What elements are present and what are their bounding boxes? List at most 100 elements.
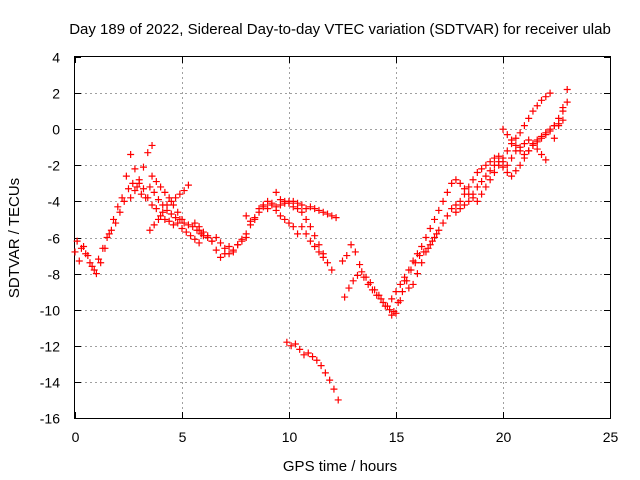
data-point bbox=[386, 306, 394, 314]
data-point bbox=[204, 234, 212, 241]
data-point bbox=[285, 219, 293, 227]
data-point bbox=[478, 178, 486, 186]
data-point bbox=[306, 203, 314, 211]
data-point bbox=[482, 172, 490, 180]
x-tick-label: 10 bbox=[282, 429, 298, 445]
data-point bbox=[334, 396, 342, 404]
data-point bbox=[169, 201, 177, 209]
data-point bbox=[146, 183, 154, 191]
data-point bbox=[426, 224, 434, 232]
data-point bbox=[499, 125, 507, 133]
data-point bbox=[431, 234, 439, 241]
data-point bbox=[302, 215, 310, 223]
data-point bbox=[180, 187, 188, 195]
data-point bbox=[225, 243, 233, 251]
data-point bbox=[157, 212, 165, 220]
data-point bbox=[195, 239, 203, 247]
data-point bbox=[139, 185, 147, 193]
data-point bbox=[298, 223, 306, 231]
data-point bbox=[448, 179, 456, 187]
data-point bbox=[512, 167, 520, 175]
y-tick-label: 4 bbox=[52, 50, 60, 66]
data-point bbox=[148, 141, 156, 149]
data-point bbox=[439, 219, 447, 227]
data-point bbox=[163, 201, 171, 209]
data-point bbox=[311, 243, 319, 251]
data-point bbox=[508, 154, 516, 162]
data-point bbox=[563, 98, 571, 106]
data-series bbox=[71, 85, 571, 404]
y-tick-label: -16 bbox=[40, 411, 60, 427]
data-point bbox=[460, 201, 468, 209]
data-point bbox=[174, 219, 182, 227]
data-point bbox=[456, 197, 464, 205]
data-point bbox=[276, 196, 284, 204]
data-point bbox=[508, 172, 516, 180]
data-point bbox=[264, 205, 272, 213]
data-point bbox=[187, 232, 195, 240]
data-point bbox=[148, 172, 156, 180]
plot-frame bbox=[74, 56, 611, 419]
data-point bbox=[90, 266, 98, 274]
data-point bbox=[135, 179, 143, 187]
data-point bbox=[148, 201, 156, 209]
series-arc-3 bbox=[127, 179, 203, 247]
data-point bbox=[321, 369, 329, 377]
data-point bbox=[229, 246, 237, 254]
data-point bbox=[388, 295, 396, 303]
data-point bbox=[118, 194, 126, 202]
data-point bbox=[452, 176, 460, 184]
data-point bbox=[298, 201, 306, 209]
series-arc-13 bbox=[341, 268, 404, 319]
data-point bbox=[426, 241, 434, 249]
data-point bbox=[392, 309, 400, 317]
data-point bbox=[234, 241, 242, 249]
data-point bbox=[328, 266, 336, 274]
data-point bbox=[167, 210, 175, 218]
data-point bbox=[131, 165, 139, 173]
data-point bbox=[217, 253, 225, 261]
data-point bbox=[317, 362, 325, 370]
data-point bbox=[264, 197, 272, 205]
data-point bbox=[512, 141, 520, 149]
data-point bbox=[306, 223, 314, 231]
data-point bbox=[294, 199, 302, 207]
data-point bbox=[97, 259, 105, 267]
data-point bbox=[302, 230, 310, 238]
data-point bbox=[538, 96, 546, 104]
data-point bbox=[433, 230, 441, 238]
data-point bbox=[300, 351, 308, 359]
data-point bbox=[315, 248, 323, 256]
data-point bbox=[486, 176, 494, 184]
data-point bbox=[289, 197, 297, 205]
y-tick-label: -6 bbox=[48, 231, 61, 247]
x-tick-labels: 0 5 10 15 20 25 bbox=[72, 429, 619, 445]
data-point bbox=[525, 136, 533, 144]
data-point bbox=[191, 219, 199, 227]
data-point bbox=[435, 206, 443, 214]
x-tick-label: 20 bbox=[496, 429, 512, 445]
data-point bbox=[107, 226, 115, 234]
data-point bbox=[409, 257, 417, 265]
x-tick-label: 25 bbox=[603, 429, 619, 445]
data-point bbox=[178, 215, 186, 223]
data-point bbox=[353, 271, 361, 279]
data-point bbox=[304, 349, 312, 357]
data-point bbox=[424, 244, 432, 252]
data-point bbox=[150, 221, 158, 229]
data-point bbox=[150, 188, 158, 196]
data-point bbox=[422, 234, 430, 241]
data-point bbox=[306, 237, 314, 245]
data-point bbox=[533, 102, 541, 110]
x-tick-label: 15 bbox=[389, 429, 405, 445]
data-point bbox=[289, 223, 297, 231]
data-point bbox=[146, 226, 154, 234]
data-point bbox=[503, 161, 511, 169]
data-point bbox=[405, 284, 413, 292]
data-point bbox=[152, 178, 160, 186]
data-point bbox=[319, 253, 327, 261]
data-point bbox=[529, 107, 537, 115]
series-arc-15 bbox=[401, 136, 550, 292]
data-point bbox=[296, 345, 304, 353]
data-point bbox=[294, 230, 302, 238]
